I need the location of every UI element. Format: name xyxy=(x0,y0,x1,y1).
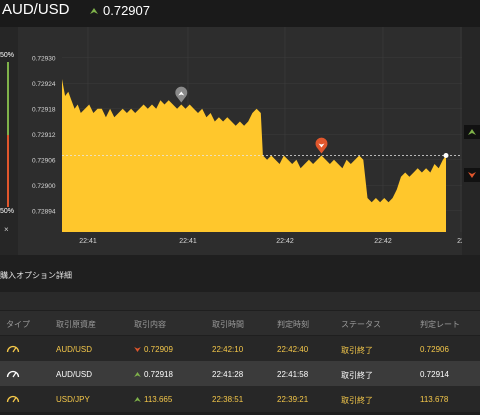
gauge-up-bar xyxy=(7,62,9,135)
purchase-up-marker-icon xyxy=(175,86,188,103)
price-chart[interactable]: 0.72930 0.72924 0.72918 0.72912 0.72906 0.729… xyxy=(18,27,462,255)
row-rate: 0.72914 xyxy=(420,370,449,379)
arrow-up-icon xyxy=(134,397,141,402)
row-rate: 0.72906 xyxy=(420,345,449,354)
buy-down-button[interactable] xyxy=(464,168,480,182)
section-divider xyxy=(0,292,480,310)
currency-pair-title: AUD/USD xyxy=(2,1,70,18)
arrow-up-icon xyxy=(134,372,141,377)
y-tick-label: 0.72930 xyxy=(32,55,56,62)
y-tick-label: 0.72912 xyxy=(32,132,56,139)
y-tick-label: 0.72924 xyxy=(32,81,56,88)
column-type: タイプ xyxy=(6,320,30,329)
arrow-up-icon xyxy=(90,8,98,14)
column-content: 取引内容 xyxy=(134,320,166,329)
purchase-down-marker-icon xyxy=(315,137,328,154)
buy-up-button[interactable] xyxy=(464,125,480,139)
row-asset: USD/JPY xyxy=(56,395,90,404)
row-status: 取引終了 xyxy=(341,346,373,355)
x-tick-label: 22:41 xyxy=(79,238,97,245)
row-status: 取引終了 xyxy=(341,396,373,405)
row-trade-time: 22:41:28 xyxy=(212,370,244,379)
column-status: ステータス xyxy=(341,320,381,329)
x-axis-ticks: 22:41 22:41 22:42 22:42 22 xyxy=(79,238,462,245)
current-rate-dot xyxy=(443,153,449,158)
y-tick-label: 0.72894 xyxy=(32,208,56,215)
x-tick-label: 22:42 xyxy=(374,238,392,245)
row-asset: AUD/USD xyxy=(56,345,93,354)
arrow-up-icon xyxy=(468,129,476,135)
y-tick-label: 0.72906 xyxy=(32,157,56,164)
gauge-top-percent: 50% xyxy=(0,52,15,59)
row-judge-time: 22:41:58 xyxy=(277,370,309,379)
y-tick-label: 0.72900 xyxy=(32,183,56,190)
row-content: 113.665 xyxy=(144,395,173,404)
x-tick-label: 22 xyxy=(457,238,462,245)
table-row[interactable]: AUD/USD 0.72909 22:42:10 22:42:40 取引終了 0… xyxy=(0,336,480,362)
row-trade-time: 22:42:10 xyxy=(212,345,244,354)
row-status: 取引終了 xyxy=(341,371,373,380)
gauge-icon xyxy=(6,395,20,403)
row-asset: AUD/USD xyxy=(56,370,93,379)
table-row[interactable]: AUD/USD 0.72918 22:41:28 22:41:58 取引終了 0… xyxy=(0,361,480,387)
y-axis-ticks: 0.72930 0.72924 0.72918 0.72912 0.72906 0.729… xyxy=(32,55,56,215)
column-rate: 判定レート xyxy=(420,320,460,329)
header-bar: AUD/USD 0.72907 xyxy=(0,0,480,27)
gauge-down-bar xyxy=(7,135,9,207)
section-title: 購入オプション詳細 xyxy=(0,271,72,280)
side-panel xyxy=(462,27,480,255)
row-content: 0.72909 xyxy=(144,345,173,354)
gauge-icon xyxy=(6,345,20,353)
sentiment-gauge xyxy=(0,27,18,255)
close-icon[interactable]: × xyxy=(4,225,9,234)
arrow-down-icon xyxy=(134,347,141,352)
column-asset: 取引原資産 xyxy=(56,320,96,329)
trade-markers xyxy=(175,86,328,154)
row-judge-time: 22:39:21 xyxy=(277,395,309,404)
row-rate: 113.678 xyxy=(420,395,449,404)
gauge-bottom-percent: 50% xyxy=(0,208,15,215)
y-tick-label: 0.72918 xyxy=(32,106,56,113)
table-header: タイプ 取引原資産 取引内容 取引時間 判定時刻 ステータス 判定レート xyxy=(0,311,480,335)
row-judge-time: 22:42:40 xyxy=(277,345,309,354)
arrow-down-icon xyxy=(468,172,476,178)
row-content: 0.72918 xyxy=(144,370,173,379)
current-price-value: 0.72907 xyxy=(103,3,150,18)
x-tick-label: 22:41 xyxy=(179,238,197,245)
table-row[interactable]: USD/JPY 113.665 22:38:51 22:39:21 取引終了 1… xyxy=(0,386,480,412)
row-trade-time: 22:38:51 xyxy=(212,395,244,404)
gauge-icon xyxy=(6,370,20,378)
column-trade-time: 取引時間 xyxy=(212,320,244,329)
x-tick-label: 22:42 xyxy=(276,238,294,245)
column-judge-time: 判定時刻 xyxy=(277,320,309,329)
